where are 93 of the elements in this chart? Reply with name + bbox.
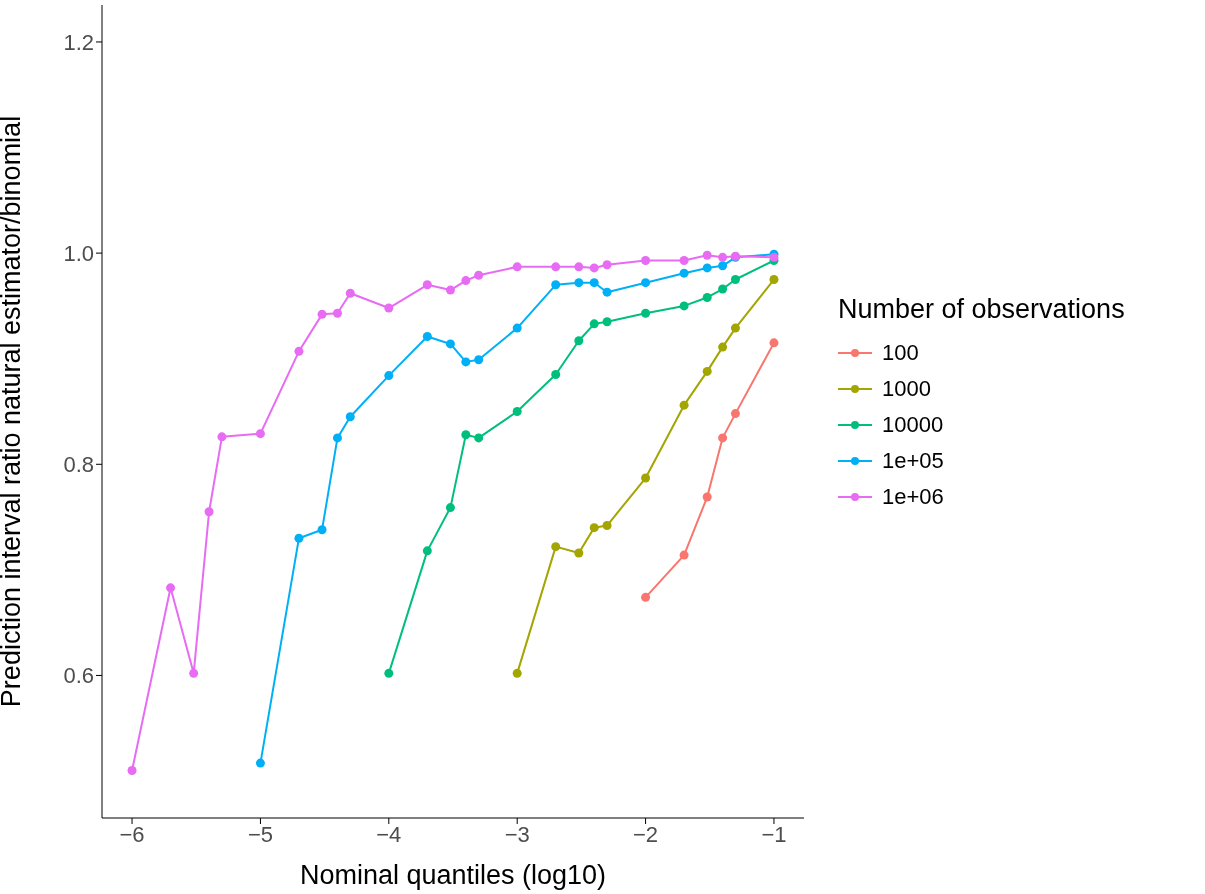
point <box>589 319 599 329</box>
point <box>345 288 355 298</box>
point <box>384 371 394 381</box>
legend-label: 100 <box>882 340 919 366</box>
point <box>345 412 355 422</box>
point <box>641 473 651 483</box>
point <box>474 355 484 365</box>
point <box>641 256 651 266</box>
point <box>445 339 455 349</box>
y-tick-label: 1.2 <box>63 29 94 55</box>
point <box>512 407 522 416</box>
point <box>551 262 561 272</box>
point <box>384 303 394 313</box>
legend-title: Number of observations <box>838 294 1125 325</box>
point <box>461 276 471 286</box>
point <box>718 284 728 294</box>
point <box>474 433 484 443</box>
point <box>730 409 740 419</box>
point <box>730 323 740 333</box>
point <box>445 285 455 295</box>
legend-label: 10000 <box>882 412 944 438</box>
x-tick-label: −5 <box>247 821 273 847</box>
point <box>422 280 432 290</box>
point <box>551 542 561 552</box>
point <box>718 261 728 271</box>
point <box>769 275 779 285</box>
x-axis-title: Nominal quantiles (log10) <box>299 860 607 890</box>
point <box>512 668 522 678</box>
y-tick-label: 1.0 <box>63 240 94 266</box>
point <box>589 263 599 273</box>
point <box>679 550 689 560</box>
legend-label: 1000 <box>882 376 931 402</box>
point <box>589 278 599 288</box>
point <box>574 548 584 558</box>
point <box>602 317 612 327</box>
point <box>730 275 740 285</box>
point <box>384 668 394 678</box>
point <box>332 308 342 318</box>
point <box>127 765 137 775</box>
point <box>589 523 599 533</box>
point <box>294 346 304 356</box>
point <box>641 278 651 288</box>
point <box>574 262 584 272</box>
point <box>679 301 689 311</box>
point <box>255 758 265 768</box>
point <box>294 533 304 543</box>
point <box>461 430 471 440</box>
point <box>512 323 522 333</box>
legend-label: 1e+06 <box>882 484 944 510</box>
point <box>574 336 584 346</box>
point <box>702 492 712 502</box>
point <box>422 546 432 556</box>
x-tick-label: −2 <box>633 821 659 847</box>
point <box>461 357 471 367</box>
point <box>474 270 484 280</box>
point <box>702 292 712 302</box>
point <box>255 429 265 439</box>
legend-label: 1e+05 <box>882 448 944 474</box>
point <box>574 278 584 288</box>
point <box>679 400 689 410</box>
point <box>702 366 712 376</box>
point <box>422 332 432 342</box>
y-axis-title: Prediction interval ratio natural estimator/binomial <box>0 115 26 708</box>
point <box>641 592 651 602</box>
point <box>679 256 689 266</box>
point <box>641 308 651 318</box>
point <box>718 252 728 262</box>
point <box>718 433 728 443</box>
point <box>718 342 728 352</box>
x-tick-label: −4 <box>376 821 402 847</box>
point <box>602 260 612 270</box>
point <box>602 521 612 531</box>
point <box>445 503 455 513</box>
point <box>332 433 342 443</box>
point <box>166 583 176 593</box>
point <box>551 280 561 290</box>
point <box>602 287 612 297</box>
point <box>217 432 227 442</box>
point <box>702 250 712 260</box>
point <box>189 668 199 678</box>
point <box>551 370 561 380</box>
y-tick-label: 0.6 <box>63 663 94 689</box>
y-tick-label: 0.8 <box>63 452 94 478</box>
point <box>317 309 327 319</box>
point <box>317 525 327 535</box>
point <box>204 507 214 517</box>
point <box>702 263 712 273</box>
point <box>769 338 779 348</box>
point <box>512 262 522 272</box>
x-tick-label: −3 <box>504 821 530 847</box>
x-tick-label: −1 <box>761 821 787 847</box>
point <box>679 268 689 278</box>
x-tick-label: −6 <box>119 821 145 847</box>
